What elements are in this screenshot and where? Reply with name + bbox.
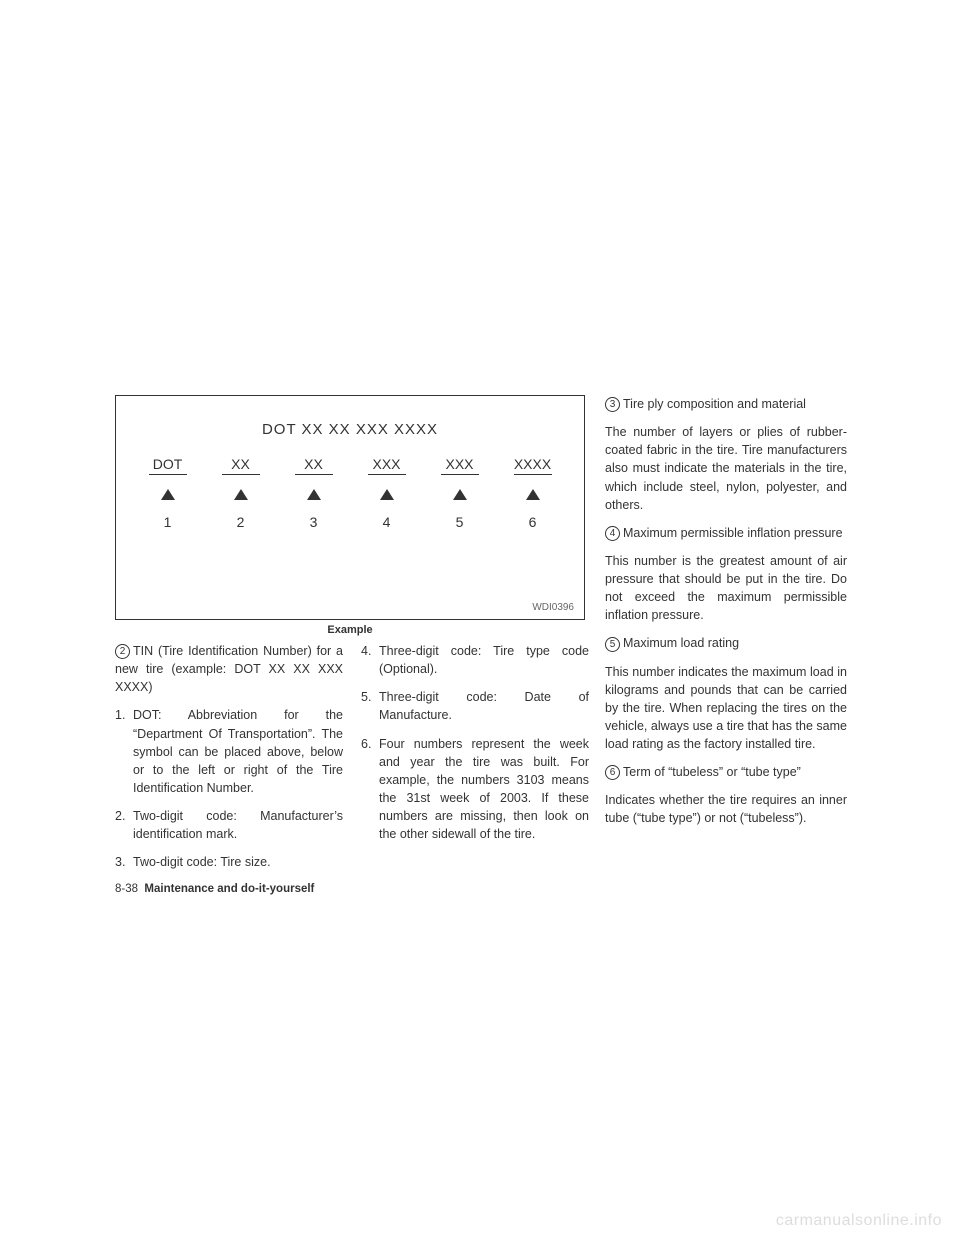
list-num: 2. (115, 807, 133, 843)
list-item: 4. Three-digit code: Tire type code (Opt… (361, 642, 589, 678)
list-text: Two-digit code: Manufacturer’s identific… (133, 807, 343, 843)
section-title: Maintenance and do-it-yourself (144, 883, 314, 895)
list-text: Four numbers represent the week and year… (379, 735, 589, 844)
section-title-text: Maximum permissible inflation pressure (623, 526, 843, 540)
section-heading: 4Maximum permissible inflation pressure (605, 524, 847, 542)
section-body: This number is the greatest amount of ai… (605, 552, 847, 625)
underline (149, 474, 187, 475)
section-body: The number of layers or plies of rubber-… (605, 423, 847, 514)
arrow-up-icon (234, 489, 248, 500)
arrow-up-icon (307, 489, 321, 500)
list-num: 3. (115, 853, 133, 871)
diagram-num: 4 (357, 514, 417, 530)
diagram-label: XXX (445, 456, 473, 472)
page-footer: 8-38 Maintenance and do-it-yourself (115, 881, 343, 898)
section-title-text: Maximum load rating (623, 636, 739, 650)
diagram-item (357, 479, 417, 510)
arrow-up-icon (453, 489, 467, 500)
diagram-numbers-row: 1 2 3 4 5 6 (131, 514, 569, 530)
underline (222, 474, 260, 475)
underline (295, 474, 333, 475)
circled-marker: 3 (605, 397, 620, 412)
page-number: 8-38 (115, 883, 138, 895)
list-num: 6. (361, 735, 379, 844)
list-text: Three-digit code: Date of Manufacture. (379, 688, 589, 724)
diagram-num: 2 (211, 514, 271, 530)
column-middle: 4. Three-digit code: Tire type code (Opt… (361, 642, 589, 898)
diagram-labels-row: DOT XX XX XXX XXX XXXX (131, 456, 569, 475)
section-body: Indicates whether the tire requires an i… (605, 791, 847, 827)
diagram-caption: Example (115, 624, 585, 636)
column-left: 2TIN (Tire Identification Number) for a … (115, 642, 343, 898)
section-body: This number indicates the maximum load i… (605, 663, 847, 754)
arrow-up-icon (380, 489, 394, 500)
arrow-up-icon (161, 489, 175, 500)
diagram-item: XX (284, 456, 344, 475)
diagram-item: XX (211, 456, 271, 475)
diagram-title: DOT XX XX XXX XXXX (131, 421, 569, 438)
diagram-num: 5 (430, 514, 490, 530)
diagram-label: XX (231, 456, 250, 472)
column-right: 3Tire ply composition and material The n… (605, 395, 847, 838)
diagram-num: 3 (284, 514, 344, 530)
diagram-num: 1 (138, 514, 198, 530)
list-text: DOT: Abbreviation for the “Department Of… (133, 706, 343, 797)
underline (368, 474, 406, 475)
diagram-label: XX (304, 456, 323, 472)
watermark: carmanualsonline.info (776, 1212, 942, 1230)
diagram-item (211, 479, 271, 510)
diagram-item: XXXX (503, 456, 563, 475)
list-text: Two-digit code: Tire size. (133, 853, 343, 871)
diagram-num: 6 (503, 514, 563, 530)
list-text: Three-digit code: Tire type code (Option… (379, 642, 589, 678)
diagram-item: DOT (138, 456, 198, 475)
circled-marker: 5 (605, 637, 620, 652)
list-item: 5. Three-digit code: Date of Manufacture… (361, 688, 589, 724)
underline (441, 474, 479, 475)
diagram-item (138, 479, 198, 510)
section-heading: 3Tire ply composition and material (605, 395, 847, 413)
circled-marker: 4 (605, 526, 620, 541)
list-item: 6. Four numbers represent the week and y… (361, 735, 589, 844)
circled-marker: 2 (115, 644, 130, 659)
list-item: 2. Two-digit code: Manufacturer’s identi… (115, 807, 343, 843)
diagram-item (284, 479, 344, 510)
section-heading: 6Term of “tubeless” or “tube type” (605, 763, 847, 781)
list-item: 1. DOT: Abbreviation for the “Department… (115, 706, 343, 797)
diagram-item: XXX (430, 456, 490, 475)
list-num: 4. (361, 642, 379, 678)
diagram-item: XXX (357, 456, 417, 475)
section-heading: 5Maximum load rating (605, 634, 847, 652)
diagram-arrows-row (131, 479, 569, 510)
diagram-label: XXX (372, 456, 400, 472)
diagram-label: DOT (153, 456, 183, 472)
diagram-item (503, 479, 563, 510)
diagram-label: XXXX (514, 456, 551, 472)
intro-text: TIN (Tire Identification Number) for a n… (115, 644, 343, 694)
diagram-code: WDI0396 (532, 602, 574, 613)
list-num: 5. (361, 688, 379, 724)
section-title-text: Tire ply composition and material (623, 397, 806, 411)
intro-para: 2TIN (Tire Identification Number) for a … (115, 642, 343, 696)
arrow-up-icon (526, 489, 540, 500)
list-item: 3. Two-digit code: Tire size. (115, 853, 343, 871)
circled-marker: 6 (605, 765, 620, 780)
list-num: 1. (115, 706, 133, 797)
underline (514, 474, 552, 475)
section-title-text: Term of “tubeless” or “tube type” (623, 765, 801, 779)
diagram-item (430, 479, 490, 510)
tin-diagram-box: DOT XX XX XXX XXXX DOT XX XX XXX XXX XXX… (115, 395, 585, 620)
